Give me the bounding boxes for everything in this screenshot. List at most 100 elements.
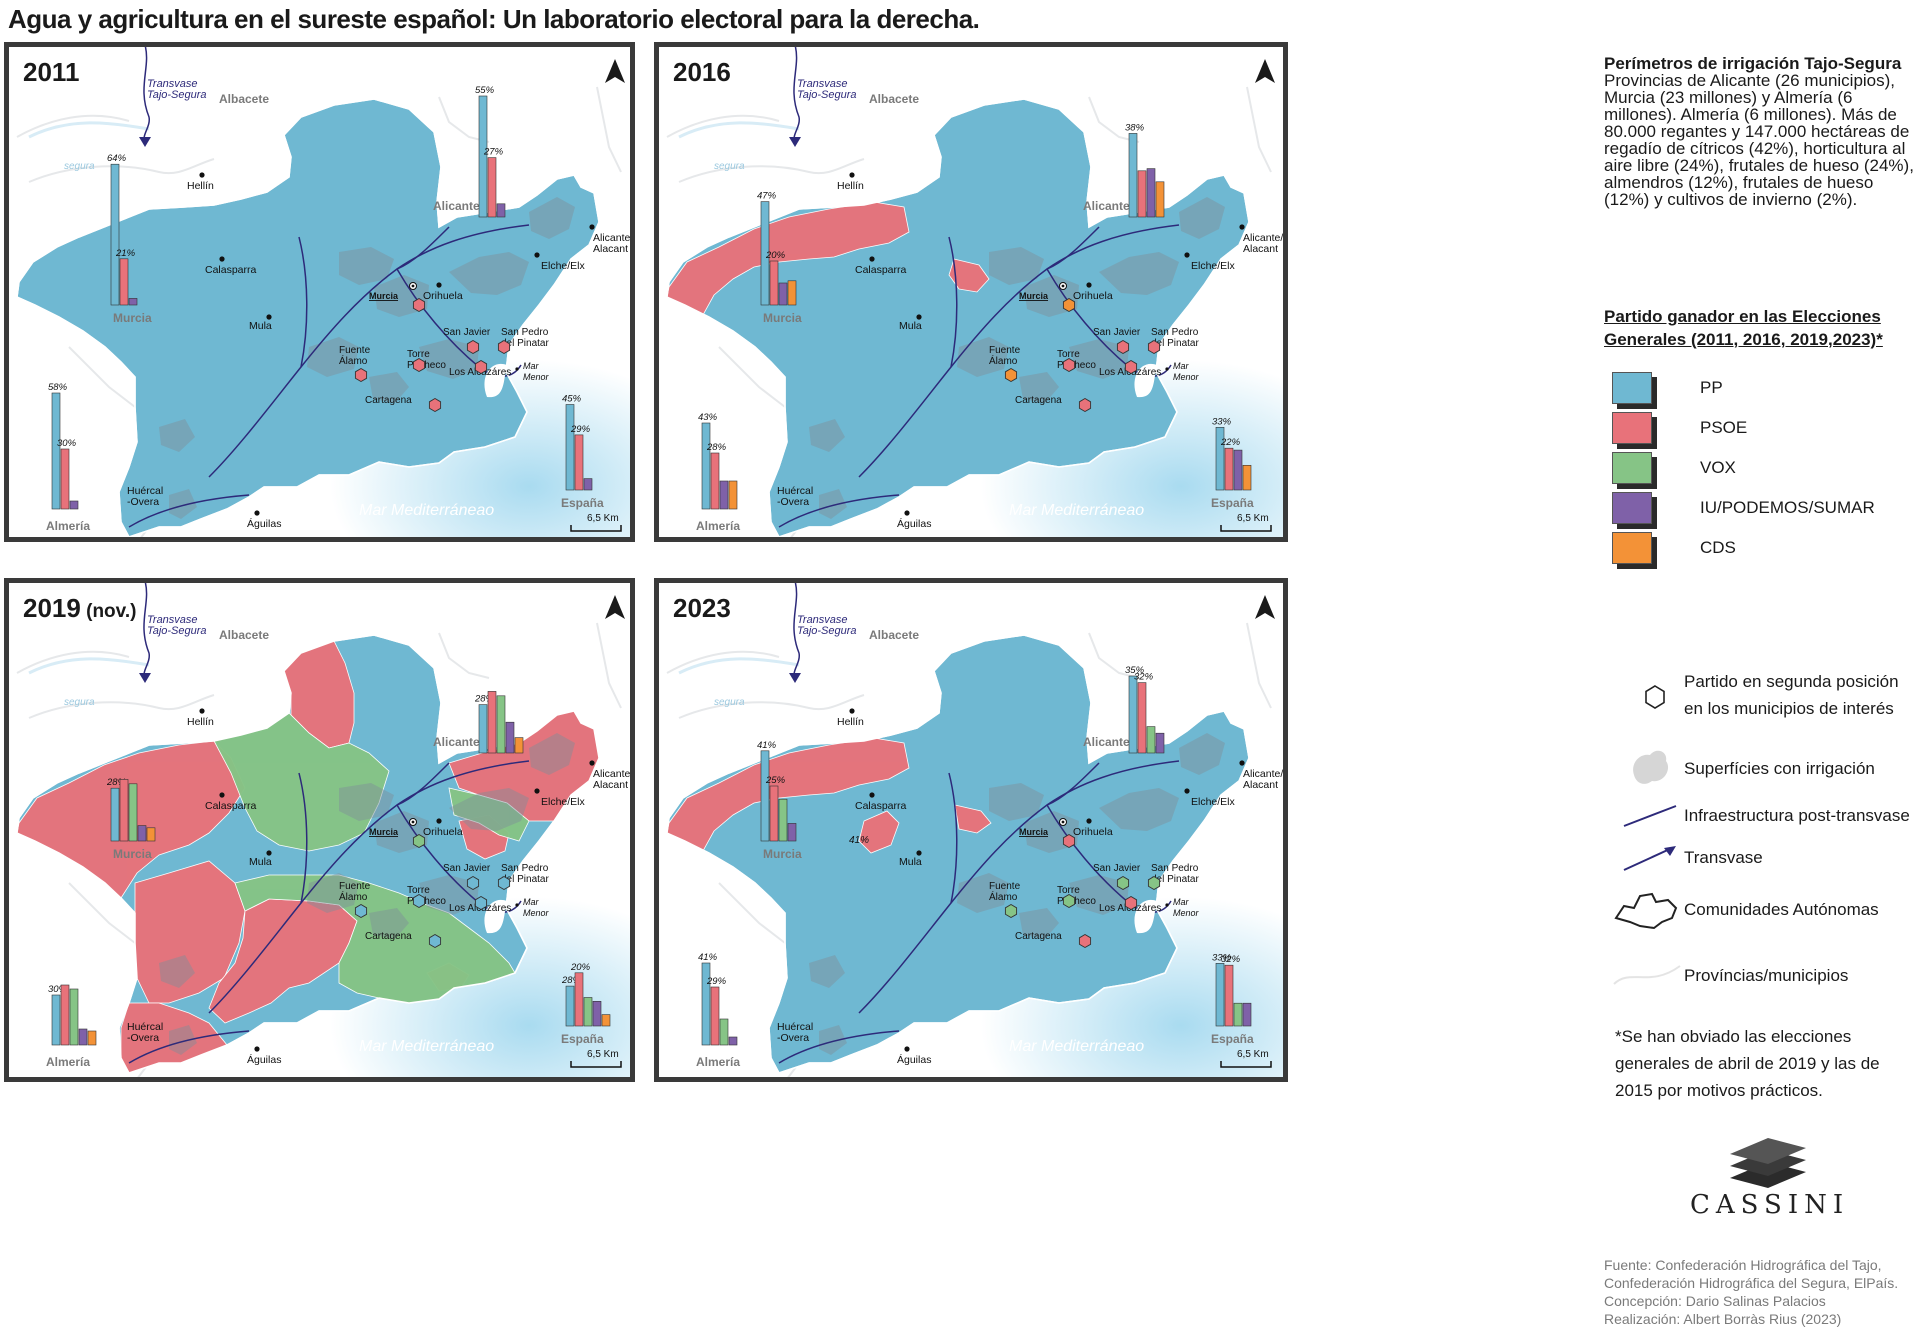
second-place-hexagon bbox=[1062, 357, 1076, 373]
city-dot bbox=[869, 256, 875, 262]
infrastructure-line bbox=[1046, 226, 1100, 270]
orihuela-label: Orihuela bbox=[1073, 826, 1113, 838]
alicante-bar-pp bbox=[1128, 133, 1138, 218]
alicante-region-label: Alicante bbox=[1083, 199, 1130, 213]
aguilas-label: Águilas bbox=[897, 1053, 931, 1066]
second-place-hexagon bbox=[412, 357, 426, 373]
orihuela-label: Orihuela bbox=[1073, 290, 1113, 302]
espana-bar-label: 33% bbox=[1212, 416, 1232, 427]
murcia-bar-psoe bbox=[119, 258, 129, 306]
transvase-arrow-head bbox=[789, 673, 801, 683]
irrigated-area bbox=[169, 489, 197, 519]
calasparra-label: Calasparra bbox=[855, 264, 907, 276]
espana-bar-label: 22% bbox=[1220, 437, 1241, 448]
alicante_city-label: Alicante/Alacant bbox=[1243, 232, 1283, 255]
irrigated-area bbox=[419, 339, 479, 379]
transvase-arrow bbox=[143, 47, 150, 144]
infrastructure-line bbox=[298, 236, 308, 368]
almeria-bar-cds bbox=[87, 1030, 97, 1046]
city-dot bbox=[1086, 282, 1092, 288]
second-place-hexagon bbox=[497, 875, 511, 891]
cassini-logo-text: CASSINI bbox=[1690, 1190, 1850, 1220]
irrigated-area bbox=[957, 337, 1009, 377]
map-panel-2016: Transvase Tajo-Segura Albacete segura Hellín… bbox=[654, 42, 1288, 542]
torre-pacheco-label: Torre Pacheco bbox=[1057, 885, 1096, 907]
murcia-bar-pp bbox=[760, 201, 770, 306]
irrigated-area bbox=[339, 247, 394, 285]
espana-bar-label: 20% bbox=[570, 962, 591, 973]
province-boundary bbox=[596, 622, 622, 709]
almeria-bar-iu bbox=[78, 1028, 88, 1046]
province-boundary bbox=[1246, 622, 1272, 709]
map-year-suffix: (nov.) bbox=[80, 601, 137, 622]
espana-bar-pp bbox=[1215, 426, 1225, 491]
espana-bar-pp bbox=[1215, 962, 1225, 1027]
second-place-hexagon bbox=[1147, 339, 1161, 355]
mar-menor-label: Mar Menor bbox=[523, 361, 550, 382]
infrastructure-line bbox=[1046, 762, 1100, 806]
legend-title: Partido ganador en las Elecciones Genera… bbox=[1604, 307, 1883, 349]
city-dot bbox=[1239, 224, 1245, 230]
cartagena-label: Cartagena bbox=[1015, 931, 1062, 942]
espana-bar-psoe bbox=[574, 434, 584, 491]
second-place-hexagon bbox=[428, 397, 442, 413]
almeria-bar-iu bbox=[719, 480, 729, 510]
map-svg: Transvase Tajo-Segura Albacete segura Hellín… bbox=[659, 47, 1283, 537]
legend-provinces: Províncias/municipios bbox=[1604, 958, 1920, 992]
espana-bar-cds bbox=[1242, 464, 1252, 491]
psoe-swatch bbox=[1612, 412, 1652, 444]
san-pedro-label: San Pedro del Pinatar bbox=[501, 863, 549, 885]
murcia-outline bbox=[16, 634, 600, 1074]
irrigated-area bbox=[419, 875, 479, 915]
map-panel-2019: Transvase Tajo-Segura Albacete segura Hellín… bbox=[4, 578, 635, 1082]
murcia-bar-label: 28% bbox=[106, 777, 127, 788]
san-pedro-label: San Pedro del Pinatar bbox=[1151, 327, 1199, 349]
province-boundary bbox=[28, 694, 215, 719]
map-year-heading: 2016 bbox=[673, 57, 731, 87]
province-boundary bbox=[787, 1062, 800, 1077]
murcia-outline bbox=[666, 634, 1250, 1074]
scale-label: 6,5 Km bbox=[1237, 513, 1269, 524]
san-javier-label: San Javier bbox=[443, 863, 491, 874]
province-boundary bbox=[68, 346, 136, 408]
irrigated-area bbox=[1069, 339, 1129, 379]
almeria-bar-vox bbox=[69, 988, 79, 1046]
transvase-label: Transvase Tajo-Segura bbox=[147, 614, 207, 637]
san-pedro-label: San Pedro del Pinatar bbox=[1151, 863, 1199, 885]
north-arrow-icon bbox=[605, 59, 625, 83]
mar-menor-label: Mar Menor bbox=[1173, 897, 1200, 918]
capital-dot bbox=[411, 820, 415, 824]
river-segura bbox=[28, 657, 150, 675]
capital-dot bbox=[1061, 820, 1065, 824]
almeria-bar-label: 58% bbox=[48, 382, 68, 393]
mar-menor-dot bbox=[1165, 903, 1169, 907]
city-dot bbox=[916, 314, 922, 320]
fuente-alamo-label: Fuente Álamo bbox=[989, 345, 1021, 367]
mar-menor-label: Mar Menor bbox=[523, 897, 550, 918]
city-dot bbox=[849, 708, 855, 714]
murcia-bar-iu bbox=[137, 825, 147, 842]
alicante-bar-label: 35% bbox=[1125, 665, 1145, 676]
transvase-arrow-head bbox=[789, 137, 801, 147]
second-place-hexagon bbox=[474, 895, 488, 911]
transvase-label: Transvase Tajo-Segura bbox=[147, 78, 207, 101]
scale-bar bbox=[570, 525, 622, 532]
almeria-bar-label: 41% bbox=[698, 952, 718, 963]
province-boundary bbox=[1246, 86, 1272, 173]
irrigated-area bbox=[809, 419, 845, 452]
legend-ccaa: Comunidades Autónomas bbox=[1604, 888, 1920, 932]
alicante-bar-vox bbox=[1146, 726, 1156, 754]
second-place-hexagon bbox=[474, 359, 488, 375]
mar-menor-label: Mar Menor bbox=[1173, 361, 1200, 382]
second-place-hexagon bbox=[1062, 893, 1076, 909]
second-place-hexagon bbox=[428, 933, 442, 949]
almeria-bar-iu bbox=[728, 1036, 738, 1046]
murcia-bar-pp bbox=[110, 787, 120, 842]
city-dot bbox=[1184, 788, 1190, 794]
second-place-hexagon bbox=[1062, 833, 1076, 849]
murcia-city-label: Murcia bbox=[369, 291, 399, 301]
murcia-bar-label: 25% bbox=[765, 775, 786, 786]
city-dot bbox=[534, 252, 540, 258]
city-dot bbox=[199, 172, 205, 178]
party-area-psoe bbox=[948, 258, 990, 293]
